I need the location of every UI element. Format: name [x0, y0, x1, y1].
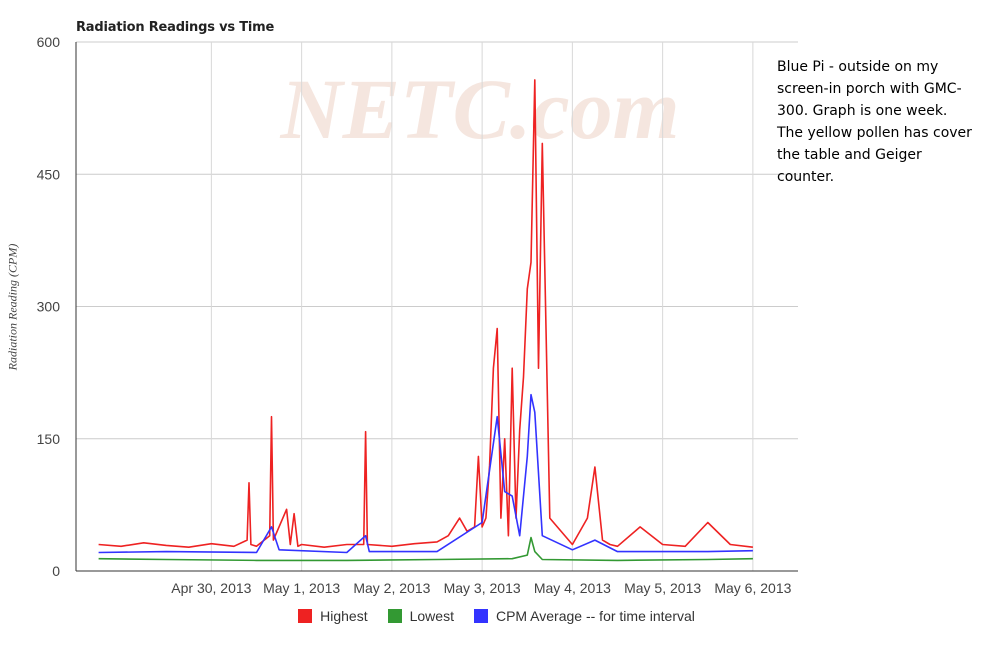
x-tick-label: May 1, 2013 [263, 580, 340, 596]
series-line-cpm [98, 393, 753, 554]
legend: Highest Lowest CPM Average -- for time int… [0, 608, 993, 624]
x-tick-label: May 2, 2013 [353, 580, 430, 596]
x-tick-label: May 4, 2013 [534, 580, 611, 596]
watermark: NETC.com [280, 61, 680, 157]
legend-item: Lowest [387, 608, 454, 624]
legend-swatch [473, 609, 488, 623]
series-line-highest [98, 79, 753, 549]
x-tick-label: May 3, 2013 [444, 580, 521, 596]
legend-label: CPM Average -- for time interval [495, 608, 695, 624]
x-tick-label: May 6, 2013 [714, 580, 791, 596]
legend-swatch [387, 609, 402, 623]
x-tick-label: May 5, 2013 [624, 580, 701, 596]
grid [76, 41, 798, 572]
annotation-text: Blue Pi - outside on my screen-in porch … [777, 59, 972, 185]
axes: 0 150 300 450 600 Apr 30, 2013 May 1, 2013 May … [37, 34, 798, 596]
x-tick-label: Apr 30, 2013 [171, 580, 251, 596]
y-tick-label: 600 [37, 34, 61, 50]
legend-label: Highest [320, 608, 368, 624]
legend-swatch [298, 609, 313, 623]
y-tick-label: 150 [37, 431, 61, 447]
legend-label: Lowest [409, 608, 454, 624]
legend-item: Highest [298, 608, 368, 624]
y-tick-label: 0 [52, 563, 60, 579]
chart-title: Radiation Readings vs Time [76, 20, 275, 35]
series-line-lowest [98, 536, 753, 562]
y-axis-label: Radiation Reading (CPM) [5, 243, 20, 371]
y-tick-label: 450 [37, 166, 61, 182]
legend-item: CPM Average -- for time interval [473, 608, 695, 624]
series-layer [98, 79, 753, 562]
y-tick-label: 300 [37, 299, 61, 315]
